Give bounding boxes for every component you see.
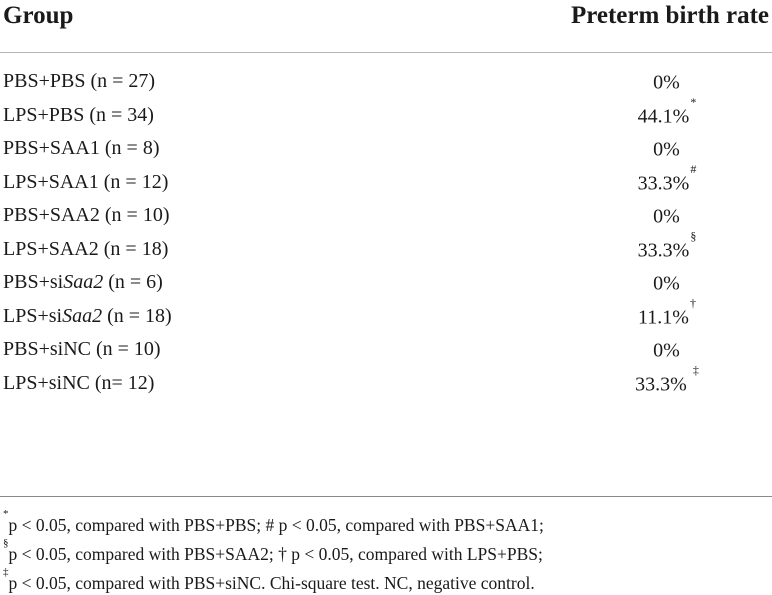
footnote-line: *p < 0.05, compared with PBS+PBS; # p < … <box>3 508 544 535</box>
group-cell: LPS+SAA2 (n = 18) <box>3 237 169 260</box>
table-row: LPS+siNC (n= 12) 33.3%‡ <box>0 362 772 406</box>
group-cell: LPS+siNC (n= 12) <box>3 371 155 394</box>
table-footnotes: *p < 0.05, compared with PBS+PBS; # p < … <box>3 508 544 595</box>
table-row: LPS+SAA1 (n = 12) 33.3%# <box>0 161 772 205</box>
table-row: PBS+siNC (n = 10) 0% <box>0 338 772 372</box>
rate-cell: 0% <box>653 138 680 161</box>
group-cell: PBS+PBS (n = 27) <box>3 70 156 92</box>
table-row: PBS+PBS (n = 27) 0% <box>0 70 772 104</box>
significance-mark: * <box>690 94 697 109</box>
header-preterm-birth-rate: Preterm birth rate <box>570 2 769 29</box>
significance-mark: § <box>690 228 697 243</box>
footnote-line: §p < 0.05, compared with PBS+SAA2; † p <… <box>3 536 543 564</box>
table-row: PBS+siSaa2 (n = 6) 0% <box>0 271 772 305</box>
group-cell: PBS+siNC (n = 10) <box>3 338 161 360</box>
rate-cell: 33.3%§ <box>637 228 697 262</box>
footnote-mark: ‡ <box>3 565 9 578</box>
rate-cell: 44.1%* <box>637 94 697 128</box>
footnote-line: ‡p < 0.05, compared with PBS+siNC. Chi-s… <box>3 565 535 593</box>
group-cell: LPS+siSaa2 (n = 18) <box>3 304 172 327</box>
rate-cell: 0% <box>653 272 680 295</box>
table-row: LPS+SAA2 (n = 18) 33.3%§ <box>0 228 772 272</box>
rate-cell: 33.3%‡ <box>635 362 699 396</box>
table-body: PBS+PBS (n = 27) 0% LPS+PBS (n = 34) 44.… <box>0 70 772 405</box>
table-header: Group Preterm birth rate <box>0 0 772 53</box>
table-row: LPS+PBS (n = 34) 44.1%* <box>0 94 772 138</box>
group-cell: PBS+SAA2 (n = 10) <box>3 204 170 226</box>
significance-mark: ‡ <box>692 362 699 377</box>
significance-mark: # <box>690 161 697 176</box>
table-row: LPS+siSaa2 (n = 18) 11.1%† <box>0 295 772 339</box>
table-row: PBS+SAA1 (n = 8) 0% <box>0 137 772 171</box>
rate-cell: 0% <box>653 339 680 362</box>
rate-cell: 33.3%# <box>637 161 697 195</box>
group-cell: LPS+SAA1 (n = 12) <box>3 170 169 193</box>
table-bottom-rule <box>0 496 772 497</box>
group-cell: PBS+SAA1 (n = 8) <box>3 137 160 159</box>
group-cell: PBS+siSaa2 (n = 6) <box>3 271 163 293</box>
rate-cell: 11.1%† <box>638 295 696 329</box>
group-cell: LPS+PBS (n = 34) <box>3 103 154 126</box>
significance-mark: † <box>689 295 696 310</box>
header-group: Group <box>3 2 74 29</box>
footnote-mark: § <box>3 536 9 549</box>
table-row: PBS+SAA2 (n = 10) 0% <box>0 204 772 238</box>
rate-cell: 0% <box>653 205 680 228</box>
footnote-mark: * <box>3 508 9 520</box>
rate-cell: 0% <box>653 71 680 94</box>
